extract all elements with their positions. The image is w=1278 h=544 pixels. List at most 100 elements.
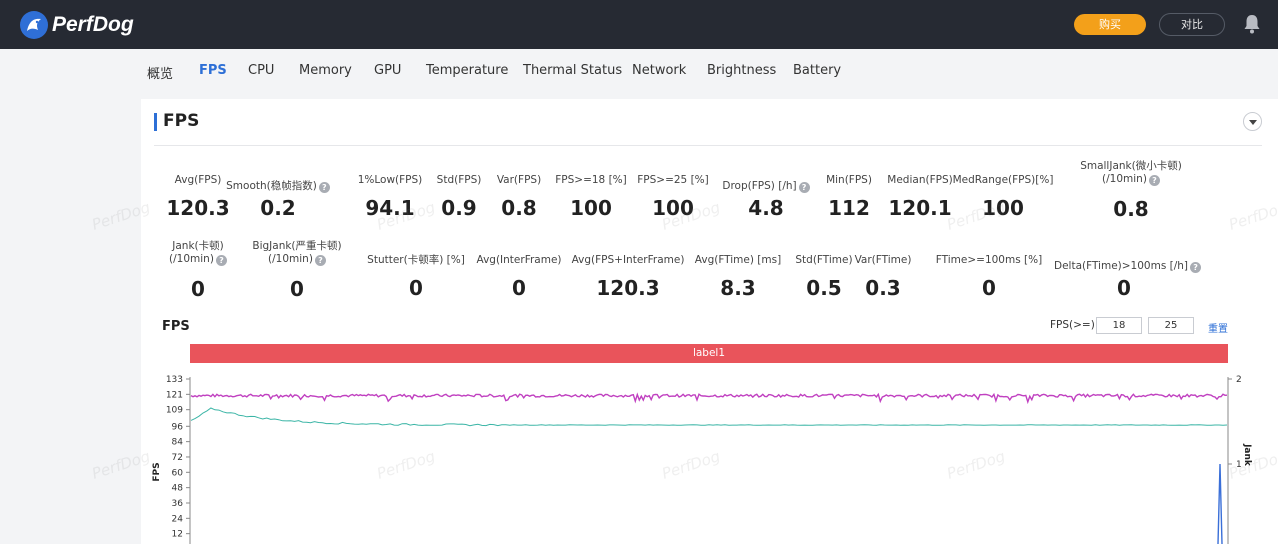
tab-battery[interactable]: Battery bbox=[793, 63, 842, 78]
brand-name: PerfDog bbox=[52, 13, 134, 36]
metric-value: 100 bbox=[570, 196, 612, 220]
fps-threshold-input-2[interactable] bbox=[1148, 317, 1194, 334]
metric-label: Jank(卡顿) bbox=[172, 240, 224, 252]
metric-label-unit: (/10min)? bbox=[1061, 173, 1201, 186]
metric-label: Var(FTime) bbox=[854, 254, 912, 266]
help-icon[interactable]: ? bbox=[798, 182, 810, 193]
metric-value: 100 bbox=[982, 196, 1024, 220]
metric-row2-7: Var(FTime) 0.3 bbox=[813, 254, 953, 314]
metric-value: 0 bbox=[1117, 276, 1131, 300]
help-icon[interactable]: ? bbox=[318, 182, 330, 193]
metric-row1-11: SmallJank(微小卡顿) (/10min)? 0.8 bbox=[1061, 160, 1201, 221]
compare-button[interactable]: 对比 bbox=[1159, 13, 1225, 36]
nav-tabs: 概览 FPS CPU Memory GPU Temperature Therma… bbox=[0, 49, 1278, 93]
metric-label: Var(FPS) bbox=[496, 174, 542, 186]
metric-label: Delta(FTime)>100ms [/h] bbox=[1054, 260, 1189, 272]
y-tick-label: 12 bbox=[172, 530, 183, 540]
help-icon[interactable]: ? bbox=[314, 255, 326, 266]
metric-unit: (/10min) bbox=[169, 253, 214, 265]
metric-label: Stutter(卡顿率) [%] bbox=[367, 254, 465, 266]
metric-row2-9: Delta(FTime)>100ms [/h]? 0 bbox=[1054, 254, 1202, 314]
metric-label: SmallJank(微小卡顿) bbox=[1080, 160, 1182, 172]
metric-value: 0 bbox=[512, 276, 526, 300]
metric-value: 0.8 bbox=[1113, 197, 1149, 221]
y-tick-label: 84 bbox=[172, 438, 184, 448]
tab-fps[interactable]: FPS bbox=[199, 63, 227, 78]
metric-label: Avg(FPS) bbox=[174, 174, 222, 186]
metric-label-unit: (/10min)? bbox=[128, 253, 268, 266]
y-tick-label: 36 bbox=[172, 499, 184, 509]
y-tick-label: 121 bbox=[166, 390, 183, 400]
label-band[interactable]: label1 bbox=[190, 344, 1228, 363]
tab-thermal-status[interactable]: Thermal Status bbox=[523, 63, 623, 78]
metric-row1-5: FPS>=18 [%] 100 bbox=[521, 174, 661, 234]
tab-overview[interactable]: 概览 bbox=[147, 67, 174, 82]
metric-unit: (/10min) bbox=[1102, 173, 1147, 185]
y2-axis-label: Jank bbox=[1242, 443, 1252, 467]
metric-value: 8.3 bbox=[720, 276, 756, 300]
help-icon[interactable]: ? bbox=[1148, 175, 1160, 186]
y-tick-label: 60 bbox=[172, 468, 184, 478]
metric-value: 120.3 bbox=[596, 276, 660, 300]
y-tick-label: 24 bbox=[172, 514, 184, 524]
metric-unit: (/10min) bbox=[268, 253, 313, 265]
tab-network[interactable]: Network bbox=[632, 63, 687, 78]
reset-link[interactable]: 重置 bbox=[1208, 324, 1228, 335]
metric-row1-1: Smooth(稳帧指数)? 0.2 bbox=[208, 174, 348, 234]
metric-label-unit: (/10min)? bbox=[227, 253, 367, 266]
metric-row1-0: Avg(FPS) 120.3 bbox=[128, 174, 268, 234]
metric-row2-5: Avg(FTime) [ms] 8.3 bbox=[668, 254, 808, 314]
metric-value: 0.2 bbox=[260, 196, 296, 220]
tab-memory[interactable]: Memory bbox=[299, 63, 352, 78]
metric-value: 120.3 bbox=[166, 196, 230, 220]
metric-label: FTime>=100ms [%] bbox=[935, 254, 1043, 266]
help-icon[interactable]: ? bbox=[215, 255, 227, 266]
fps-threshold-label: FPS(>=) bbox=[1050, 319, 1095, 331]
y-axis-label: FPS bbox=[152, 462, 162, 481]
tab-brightness[interactable]: Brightness bbox=[707, 63, 777, 78]
metric-label: Min(FPS) bbox=[826, 174, 872, 186]
metric-value: 0 bbox=[191, 277, 205, 301]
collapse-toggle[interactable] bbox=[1243, 112, 1262, 131]
tab-gpu[interactable]: GPU bbox=[374, 63, 402, 78]
tab-cpu[interactable]: CPU bbox=[248, 63, 275, 78]
buy-button[interactable]: 购买 bbox=[1074, 14, 1146, 35]
card-title: FPS bbox=[163, 111, 200, 131]
metric-label: 1%Low(FPS) bbox=[357, 174, 423, 186]
y2-tick-label: 1 bbox=[1236, 460, 1242, 470]
metric-row1-10: MedRange(FPS)[%] 100 bbox=[933, 174, 1073, 234]
metric-label: Smooth(稳帧指数) bbox=[226, 180, 317, 192]
metric-label: FPS>=25 [%] bbox=[637, 174, 709, 186]
dog-logo-icon bbox=[20, 11, 48, 39]
metric-value: 4.8 bbox=[748, 196, 784, 220]
metric-value: 0 bbox=[290, 277, 304, 301]
metric-row1-3: Std(FPS) 0.9 bbox=[389, 174, 529, 234]
metric-row2-3: Avg(InterFrame) 0 bbox=[449, 254, 589, 314]
metric-row2-0: Jank(卡顿) (/10min)? 0 bbox=[128, 240, 268, 301]
metric-row1-7: Drop(FPS) [/h]? 4.8 bbox=[696, 174, 836, 234]
y-tick-label: 72 bbox=[172, 453, 183, 463]
help-icon[interactable]: ? bbox=[1190, 262, 1202, 273]
tab-temperature[interactable]: Temperature bbox=[426, 63, 509, 78]
metric-row2-8: FTime>=100ms [%] 0 bbox=[919, 254, 1059, 314]
metric-row1-6: FPS>=25 [%] 100 bbox=[603, 174, 743, 234]
metric-value: 0.9 bbox=[441, 196, 477, 220]
metric-label: Avg(InterFrame) bbox=[476, 254, 562, 266]
fps-threshold-input-1[interactable] bbox=[1096, 317, 1142, 334]
fps-series-line bbox=[190, 392, 1228, 405]
metric-value: 0.3 bbox=[865, 276, 901, 300]
metric-label: Avg(FTime) [ms] bbox=[694, 254, 782, 266]
chart-title: FPS bbox=[162, 319, 190, 334]
bell-icon[interactable] bbox=[1243, 14, 1261, 34]
metric-row2-4: Avg(FPS+InterFrame) 120.3 bbox=[558, 254, 698, 314]
fps-card: FPS Avg(FPS) 120.3 Smooth(稳帧指数)? 0.2 1%Low(F… bbox=[90, 99, 1278, 544]
metric-label: Std(FTime) bbox=[795, 254, 853, 266]
metric-row1-4: Var(FPS) 0.8 bbox=[449, 174, 589, 234]
metric-value: 0 bbox=[409, 276, 423, 300]
y-tick-label: 48 bbox=[172, 484, 184, 494]
metric-value: 120.1 bbox=[888, 196, 952, 220]
perfdog-logo[interactable]: PerfDog bbox=[20, 11, 134, 39]
metric-label: Median(FPS) bbox=[887, 174, 953, 186]
metric-row1-2: 1%Low(FPS) 94.1 bbox=[320, 174, 460, 234]
